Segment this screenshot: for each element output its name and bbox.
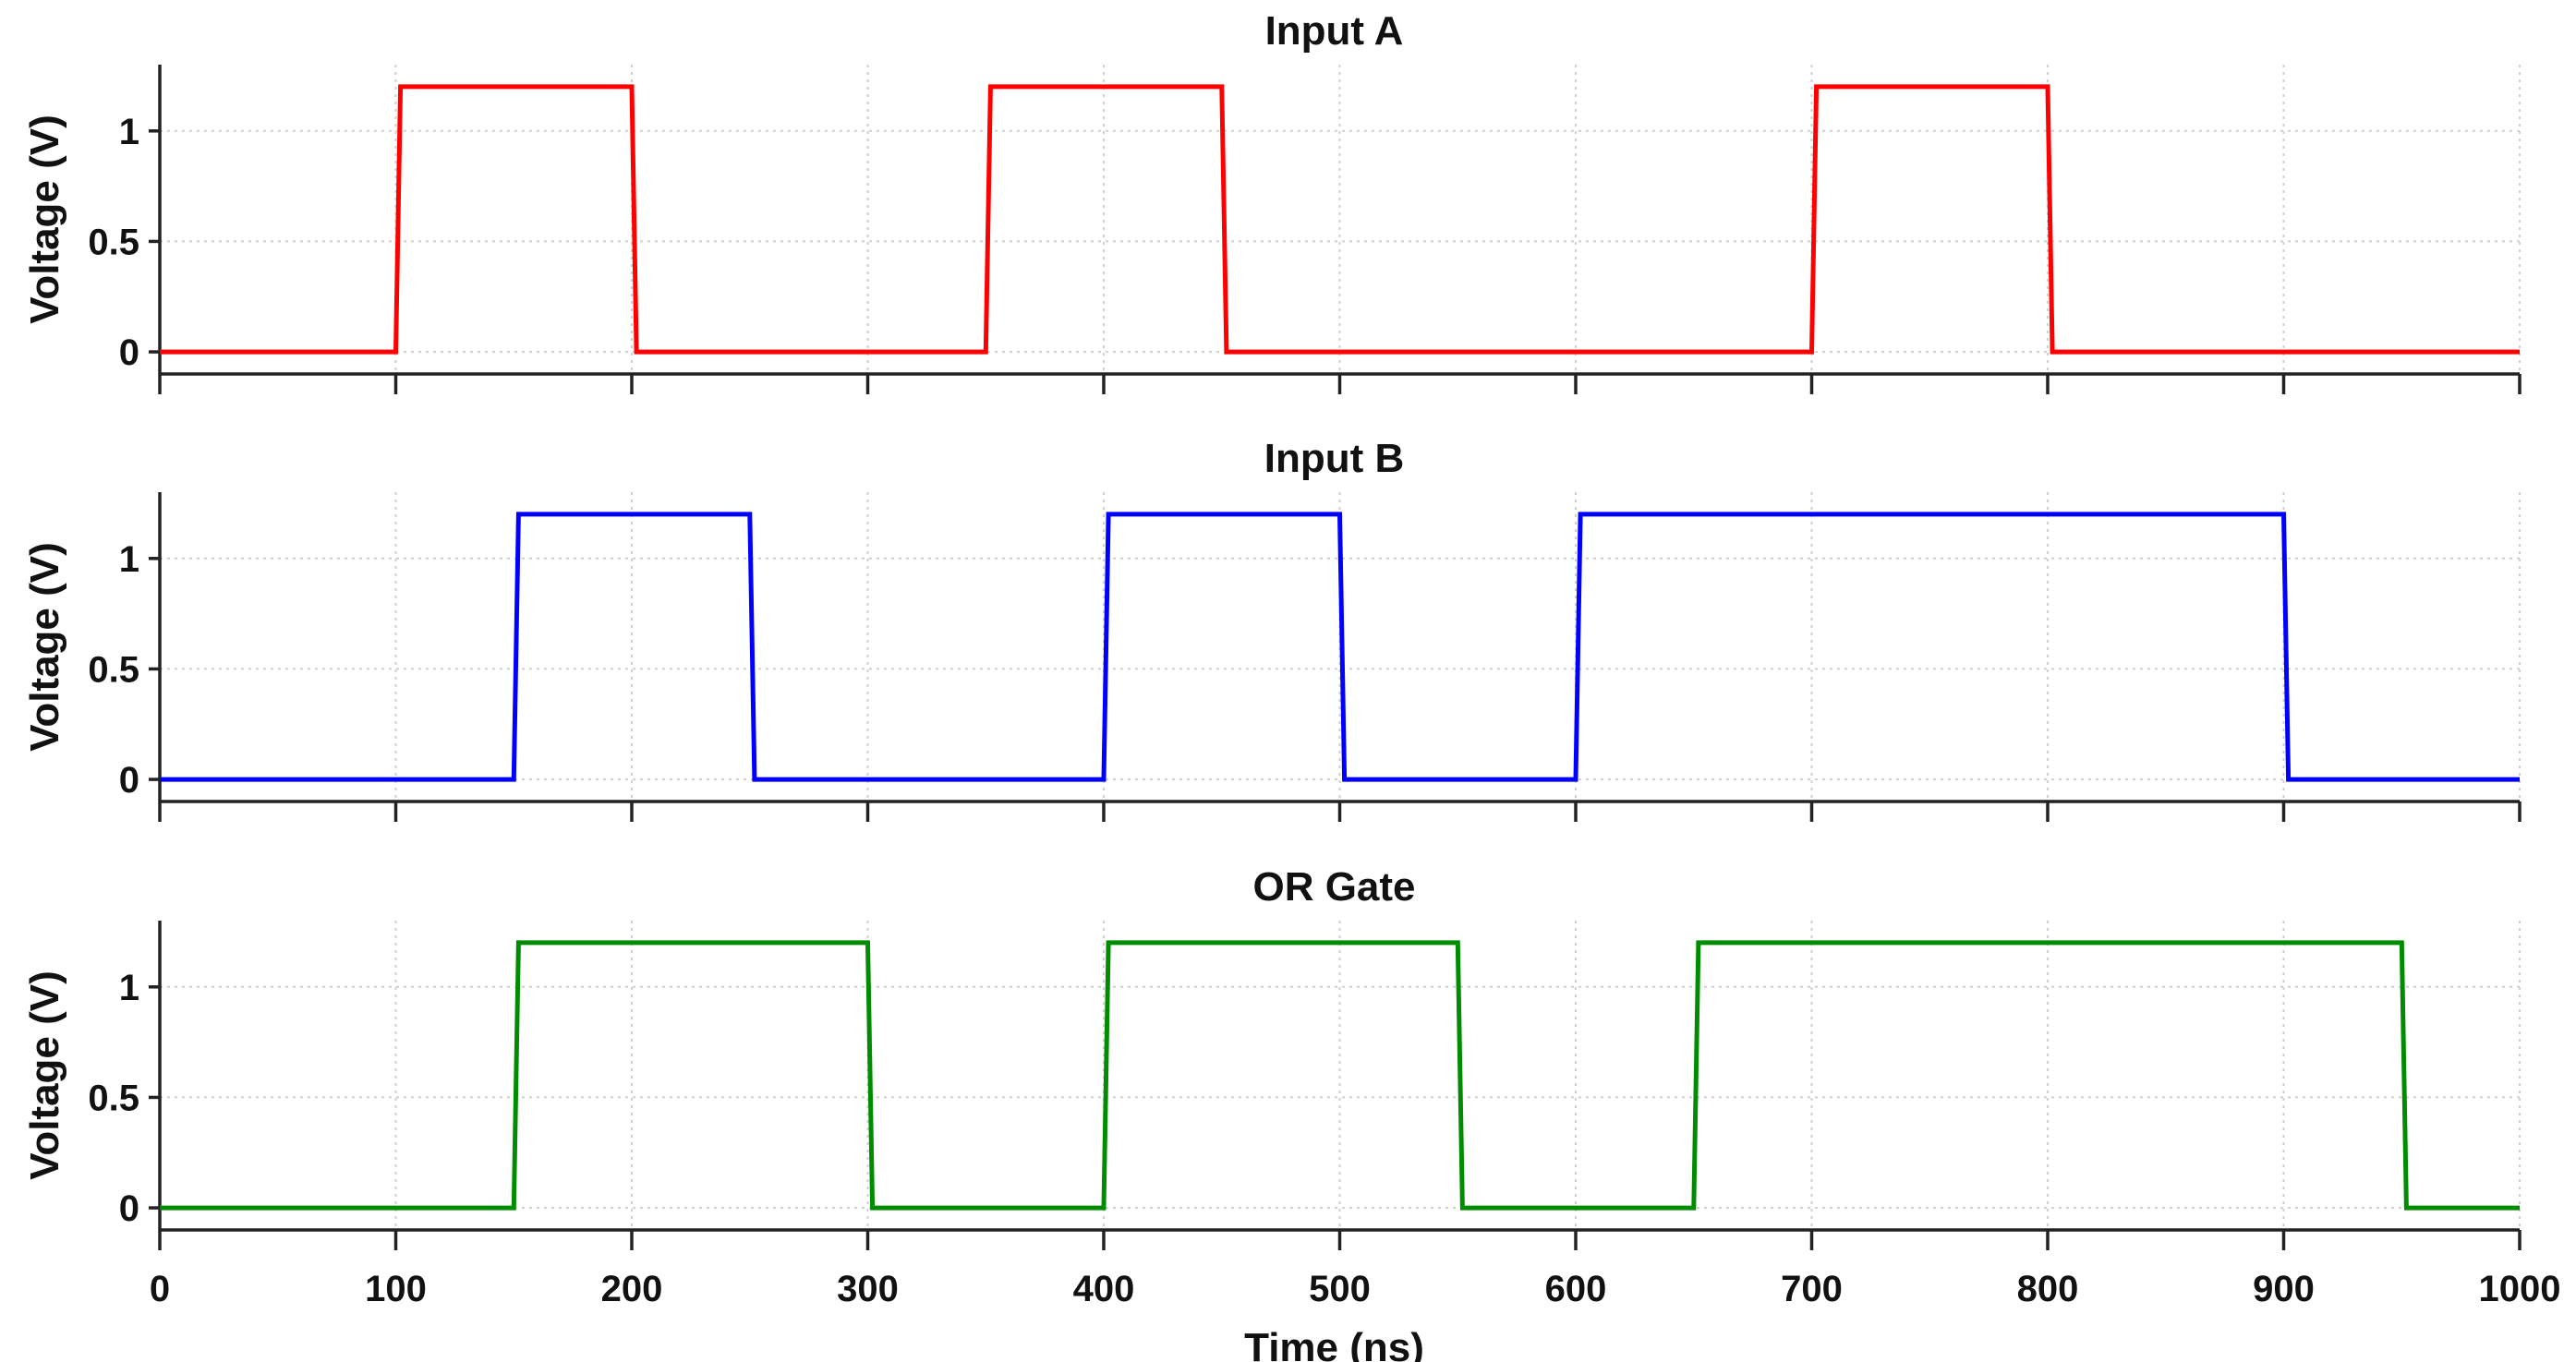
x-tick-label: 900: [2253, 1269, 2315, 1309]
y-tick-label: 0.5: [88, 222, 139, 262]
x-axis-label: Time (ns): [1244, 1325, 1424, 1362]
y-axis-label: Voltage (V): [22, 115, 67, 324]
x-tick-label: 700: [1781, 1269, 1843, 1309]
x-tick-label: 1000: [2479, 1269, 2561, 1309]
subplot-title: Input B: [1264, 436, 1405, 481]
y-tick-label: 0.5: [88, 649, 139, 690]
x-tick-label: 300: [837, 1269, 899, 1309]
y-tick-label: 1: [119, 539, 139, 580]
x-tick-label: 500: [1309, 1269, 1371, 1309]
subplot-title: OR Gate: [1252, 864, 1415, 910]
x-tick-label: 0: [150, 1269, 170, 1309]
subplot-title: Input A: [1265, 8, 1404, 54]
y-axis-label: Voltage (V): [22, 970, 67, 1180]
y-tick-label: 1: [119, 968, 139, 1008]
y-tick-label: 0: [119, 332, 139, 373]
trace-or-gate: [160, 940, 2520, 1211]
trace-input-a: [160, 84, 2520, 355]
y-tick-label: 0.5: [88, 1078, 139, 1118]
grid: [160, 921, 2521, 1230]
y-tick-label: 1: [119, 112, 139, 152]
x-tick-label: 400: [1073, 1269, 1135, 1309]
subplot-2: 0 0.5 1 Input B Voltage (V): [22, 436, 2522, 822]
y-tick-label: 0: [119, 760, 139, 801]
x-tick-label: 100: [365, 1269, 427, 1309]
trace-input-b: [160, 512, 2520, 782]
subplot-3: 0 0.5 1 0 100 200 300 400 500 600 700 800 900 1000 OR …: [22, 864, 2560, 1362]
y-tick-label: 0: [119, 1188, 139, 1229]
x-tick-label: 800: [2017, 1269, 2079, 1309]
x-tick-label: 200: [601, 1269, 663, 1309]
grid: [160, 492, 2521, 802]
subplot-stack: 0 0.5 1 Input A Voltage (V) 0 0.5 1 Input B Volta…: [22, 8, 2560, 1362]
x-tick-label: 600: [1545, 1269, 1607, 1309]
subplot-1: 0 0.5 1 Input A Voltage (V): [22, 8, 2522, 394]
y-axis-label: Voltage (V): [22, 542, 67, 752]
